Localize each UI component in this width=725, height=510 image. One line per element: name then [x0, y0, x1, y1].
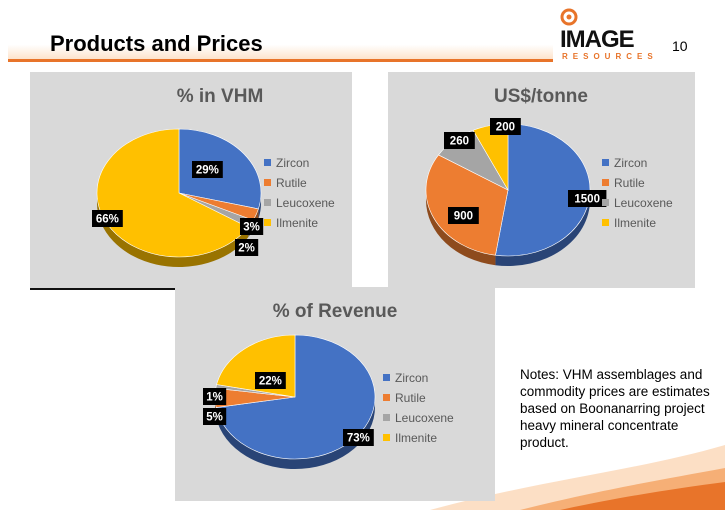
pie-slice-side-zircon: [258, 193, 261, 219]
data-label-box-ilmenite: [490, 118, 521, 135]
pie-slice-side-rutile: [426, 190, 496, 266]
legend-label-rutile: Rutile: [614, 176, 645, 190]
data-label-leucoxene: 260: [450, 136, 469, 148]
legend-label-ilmenite: Ilmenite: [614, 216, 656, 230]
legend-label-ilmenite: Ilmenite: [395, 431, 437, 445]
pie-chart-revenue: % of Revenue 73% 5% 1% 22% Zircon Rutile Leucox…: [203, 301, 454, 469]
legend-swatch-leucoxene: [602, 199, 609, 206]
legend-swatch-ilmenite: [264, 219, 271, 226]
notes-text: Notes: VHM assemblages and commodity pri…: [520, 367, 710, 450]
data-label-ilmenite: 22%: [259, 376, 282, 388]
page-number: 10: [672, 38, 688, 54]
logo-name: IMAGE: [560, 26, 635, 53]
data-label-zircon: 1500: [574, 194, 600, 206]
data-label-ilmenite: 200: [496, 122, 515, 134]
legend-label-ilmenite: Ilmenite: [276, 216, 318, 230]
data-label-leucoxene: 2%: [238, 243, 255, 255]
chart-title: % of Revenue: [273, 301, 398, 322]
legend-label-zircon: Zircon: [614, 156, 647, 170]
legend-swatch-leucoxene: [383, 414, 390, 421]
legend-swatch-zircon: [602, 159, 609, 166]
pie-chart-vhm: % in VHM 29% 3% 2% 66% Zircon Rutile Leucoxene I…: [92, 86, 335, 267]
header-bar: [8, 27, 553, 62]
legend-label-leucoxene: Leucoxene: [614, 196, 673, 210]
data-label-leucoxene: 1%: [206, 392, 223, 404]
pie-slice-rutile: [425, 154, 509, 256]
chart-title: % in VHM: [177, 86, 264, 107]
data-label-box-zircon: [568, 190, 607, 207]
pie-slice-side-zircon: [495, 190, 590, 266]
legend-swatch-leucoxene: [264, 199, 271, 206]
legend-label-leucoxene: Leucoxene: [276, 196, 335, 210]
legend-swatch-ilmenite: [602, 219, 609, 226]
pie-chart-price: US$/tonne 1500 900 260 200 Zircon Rutile Leucox…: [425, 86, 673, 266]
legend-label-zircon: Zircon: [395, 371, 428, 385]
data-label-box-zircon: [192, 161, 223, 178]
data-label-box-ilmenite: [92, 210, 123, 227]
data-label-ilmenite: 66%: [96, 214, 119, 226]
chart-panel-revenue: % of Revenue 73% 5% 1% 22% Zircon Rutile Leucox…: [175, 287, 495, 501]
legend-swatch-ilmenite: [383, 434, 390, 441]
data-label-box-zircon: [343, 429, 374, 446]
logo-emblem-icon: [560, 8, 578, 26]
data-label-rutile: 5%: [206, 412, 223, 424]
legend-label-rutile: Rutile: [276, 176, 307, 190]
data-label-box-leucoxene: [444, 132, 475, 149]
logo: IMAGE RESOURCES: [560, 8, 653, 64]
legend-swatch-zircon: [383, 374, 390, 381]
legend-swatch-zircon: [264, 159, 271, 166]
data-label-rutile: 3%: [243, 222, 260, 234]
pie-slice-side-ilmenite: [96, 193, 249, 267]
legend-label-rutile: Rutile: [395, 391, 426, 405]
data-label-box-rutile: [240, 218, 264, 235]
legend-swatch-rutile: [602, 179, 609, 186]
legend-swatch-rutile: [264, 179, 271, 186]
legend-swatch-rutile: [383, 394, 390, 401]
logo-tagline: RESOURCES: [562, 52, 658, 61]
chart-panel-vhm: % in VHM 29% 3% 2% 66% Zircon Rutile Leucoxene I…: [30, 72, 352, 288]
data-label-box-leucoxene: [203, 388, 227, 405]
data-label-box-ilmenite: [255, 372, 286, 389]
data-label-zircon: 29%: [196, 165, 219, 177]
page-title: Products and Prices: [50, 31, 263, 56]
chart-panel-price: US$/tonne 1500 900 260 200 Zircon Rutile Leucox…: [388, 72, 695, 288]
data-label-box-rutile: [448, 207, 479, 224]
data-label-box-rutile: [203, 408, 227, 425]
legend-label-leucoxene: Leucoxene: [395, 411, 454, 425]
legend-label-zircon: Zircon: [276, 156, 309, 170]
data-label-zircon: 73%: [347, 433, 370, 445]
data-label-rutile: 900: [454, 211, 473, 223]
chart-title: US$/tonne: [494, 86, 588, 107]
data-label-box-leucoxene: [235, 239, 259, 256]
